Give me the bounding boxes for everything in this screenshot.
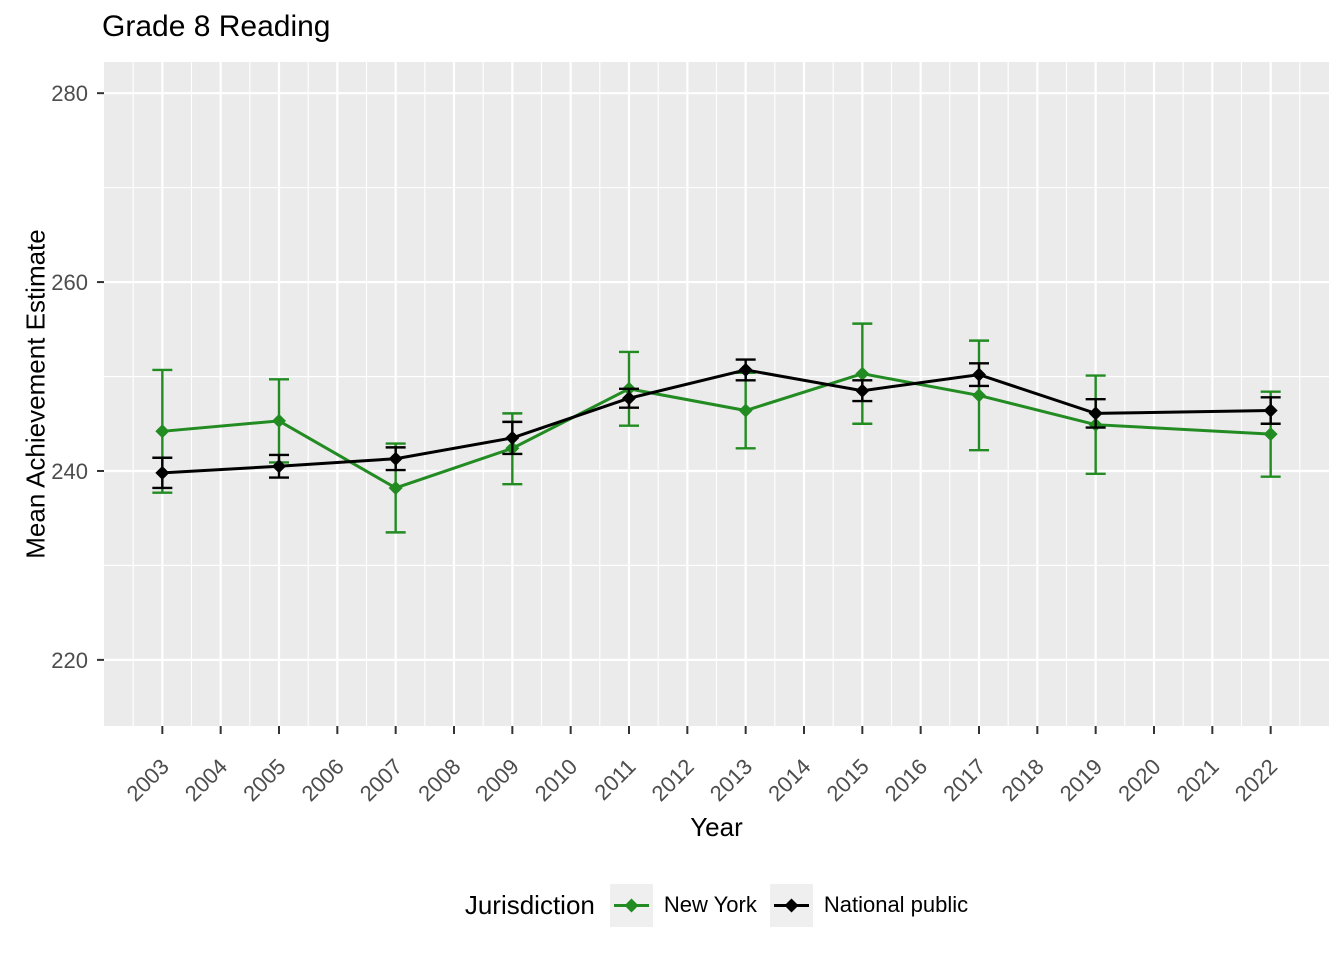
legend-title: Jurisdiction [464, 889, 595, 920]
data-point [272, 459, 286, 474]
x-tick-label: 2008 [413, 754, 465, 806]
x-tick-label: 2005 [238, 754, 290, 806]
y-tick-label: 260 [51, 270, 88, 295]
legend-key-icon [769, 883, 813, 927]
y-tick-label: 280 [51, 81, 88, 106]
major-gridlines [104, 62, 1329, 726]
legend-label: New York [663, 892, 757, 917]
x-tick-label: 2011 [589, 754, 640, 805]
data-point [622, 391, 636, 406]
data-point [738, 362, 753, 377]
x-tick-label: 2006 [297, 754, 349, 806]
legend-label: National public [823, 892, 969, 917]
x-tick-label: 2018 [997, 754, 1049, 806]
plot-title: Grade 8 Reading [102, 10, 331, 43]
x-tick-label: 2021 [1172, 754, 1224, 806]
x-tick-label: 2010 [530, 754, 582, 806]
series-national-public [152, 358, 1281, 490]
plot-area: 2003 2004 2005 2006 2007 2008 2009 2010 2011 2012… [51, 62, 1329, 806]
y-tick-label: 240 [51, 459, 88, 484]
x-tick-label: 2016 [880, 754, 932, 806]
series-line [162, 372, 1271, 490]
data-point [972, 367, 986, 382]
x-tick-label: 2017 [938, 754, 990, 806]
x-tick-label: 2009 [472, 754, 524, 806]
data-point [855, 383, 870, 398]
legend-item-national-public: National public [769, 883, 969, 927]
data-point [1088, 406, 1103, 421]
data-point [855, 366, 870, 381]
series-line [162, 368, 1271, 475]
x-tick-label: 2020 [1113, 754, 1165, 806]
legend-key-icon [609, 883, 653, 927]
data-point [738, 403, 753, 418]
x-tick-label: 2003 [122, 754, 174, 806]
axis-ticks [97, 92, 1272, 734]
y-tick-labels: 220 240 260 280 [51, 81, 88, 673]
data-point [1263, 403, 1278, 418]
data-point [155, 424, 170, 439]
legend: Jurisdiction New York National public [104, 882, 1329, 928]
series-points [155, 362, 1278, 480]
x-tick-label: 2014 [763, 754, 815, 806]
x-tick-label: 2022 [1230, 754, 1282, 806]
x-tick-label: 2012 [647, 754, 699, 806]
data-point [272, 413, 286, 428]
data-point [505, 430, 520, 445]
data-point [155, 465, 170, 480]
x-tick-label: 2015 [822, 754, 874, 806]
data-point [1263, 427, 1278, 442]
x-tick-label: 2007 [355, 754, 407, 806]
x-tick-label: 2004 [180, 754, 232, 806]
y-tick-label: 220 [51, 648, 88, 673]
x-tick-label: 2019 [1055, 754, 1107, 806]
legend-item-new-york: New York [609, 883, 757, 927]
data-point [388, 451, 403, 466]
x-axis-title: Year [690, 812, 743, 842]
x-tick-label: 2013 [705, 754, 757, 806]
y-axis-title: Mean Achievement Estimate [20, 229, 51, 559]
data-point [972, 388, 986, 403]
x-tick-labels: 2003 2004 2005 2006 2007 2008 2009 2010 2011 2012… [122, 754, 1283, 806]
data-point [388, 480, 403, 495]
